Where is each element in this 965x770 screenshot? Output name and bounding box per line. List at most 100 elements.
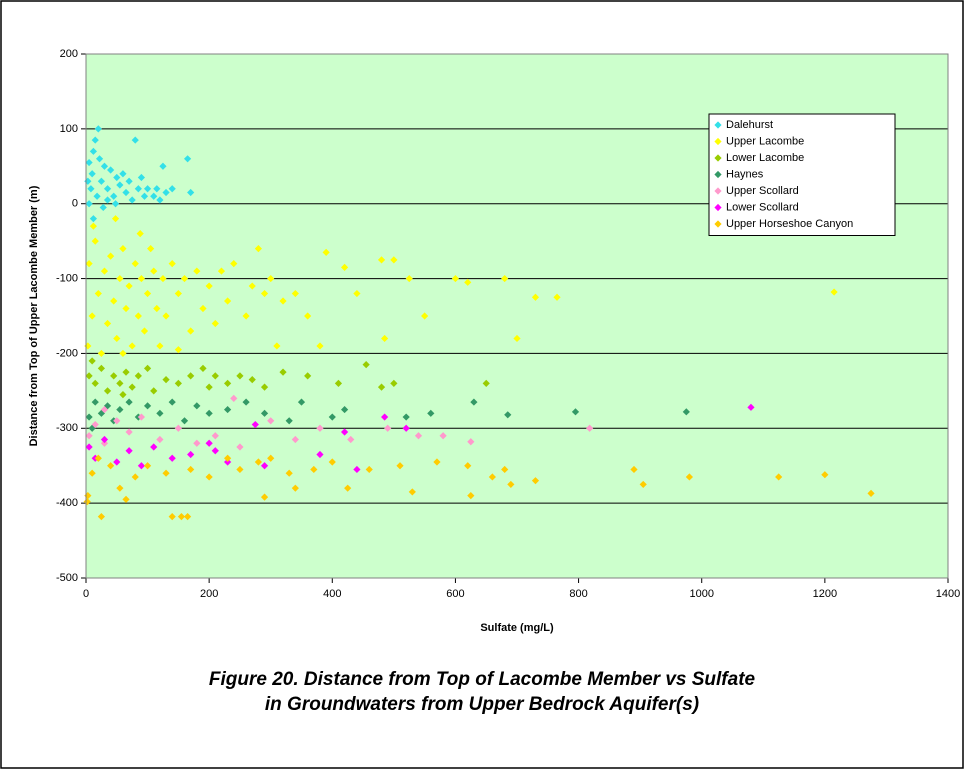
point xyxy=(103,196,112,204)
point xyxy=(830,288,838,296)
point xyxy=(89,215,97,223)
point xyxy=(95,155,104,163)
point xyxy=(501,274,509,283)
point xyxy=(304,312,312,320)
point xyxy=(143,364,152,372)
point xyxy=(193,439,201,447)
legend-swatch xyxy=(714,121,722,129)
point xyxy=(100,162,109,170)
y-tick-label: -400 xyxy=(56,497,78,509)
point xyxy=(254,458,262,466)
point xyxy=(230,394,238,402)
point xyxy=(162,376,170,384)
point xyxy=(224,379,232,387)
point xyxy=(236,465,244,474)
point xyxy=(205,473,213,481)
point xyxy=(111,215,120,223)
point xyxy=(187,450,195,459)
legend-box xyxy=(708,113,896,236)
point xyxy=(119,170,127,178)
point xyxy=(110,297,118,305)
point xyxy=(113,173,121,182)
point xyxy=(97,349,105,358)
point xyxy=(103,185,112,193)
point xyxy=(467,492,475,500)
point xyxy=(128,196,136,204)
caption: in Groundwaters from Upper Bedrock Aquif… xyxy=(265,694,699,715)
legend-swatch xyxy=(714,154,722,162)
point xyxy=(116,181,124,189)
point xyxy=(390,256,398,264)
point xyxy=(116,405,124,414)
point xyxy=(775,473,783,481)
point xyxy=(242,312,250,320)
point xyxy=(639,480,647,489)
x-tick-label: 600 xyxy=(446,588,464,600)
point xyxy=(193,267,201,275)
point xyxy=(267,454,275,462)
point xyxy=(107,252,115,260)
point xyxy=(328,413,336,421)
point xyxy=(119,391,127,399)
point xyxy=(414,432,423,440)
point xyxy=(89,147,97,155)
legend-label: Upper Horseshoe Canyon xyxy=(726,218,853,230)
point xyxy=(119,245,127,253)
point xyxy=(236,372,244,380)
point xyxy=(91,136,99,144)
point xyxy=(630,465,638,474)
point xyxy=(156,196,164,204)
point xyxy=(451,274,460,283)
point xyxy=(507,480,515,489)
legend-label: Upper Lacombe xyxy=(726,135,804,147)
point xyxy=(260,383,269,391)
point xyxy=(85,443,93,451)
point xyxy=(103,387,112,395)
point xyxy=(100,405,109,414)
point xyxy=(113,458,121,466)
point xyxy=(137,274,146,283)
point xyxy=(470,398,478,406)
point xyxy=(193,402,201,410)
point xyxy=(531,293,540,301)
point xyxy=(362,361,370,369)
point xyxy=(168,454,176,462)
point xyxy=(136,230,144,238)
point xyxy=(747,403,755,411)
point xyxy=(89,222,97,230)
point xyxy=(137,462,146,470)
point xyxy=(531,477,540,485)
point xyxy=(464,278,472,286)
x-tick-label: 1200 xyxy=(813,588,837,600)
point xyxy=(94,289,102,298)
point xyxy=(174,379,182,387)
point xyxy=(156,342,164,350)
point xyxy=(685,473,693,481)
point xyxy=(125,398,133,406)
point xyxy=(125,282,133,290)
point xyxy=(162,188,170,197)
point xyxy=(84,492,92,500)
point xyxy=(242,398,250,406)
point xyxy=(107,166,115,174)
point xyxy=(248,282,256,290)
point xyxy=(279,297,287,305)
point xyxy=(91,420,99,429)
point xyxy=(97,409,105,417)
point xyxy=(260,289,269,298)
point xyxy=(100,439,109,447)
point xyxy=(143,462,152,470)
point xyxy=(174,424,182,432)
point xyxy=(344,484,352,492)
point xyxy=(116,274,124,283)
point xyxy=(205,409,213,417)
point xyxy=(156,435,164,444)
point xyxy=(513,334,521,343)
point xyxy=(211,319,219,328)
point xyxy=(131,473,139,481)
point xyxy=(260,462,269,470)
point xyxy=(291,484,299,492)
legend-swatch xyxy=(714,220,722,228)
point xyxy=(183,155,192,163)
